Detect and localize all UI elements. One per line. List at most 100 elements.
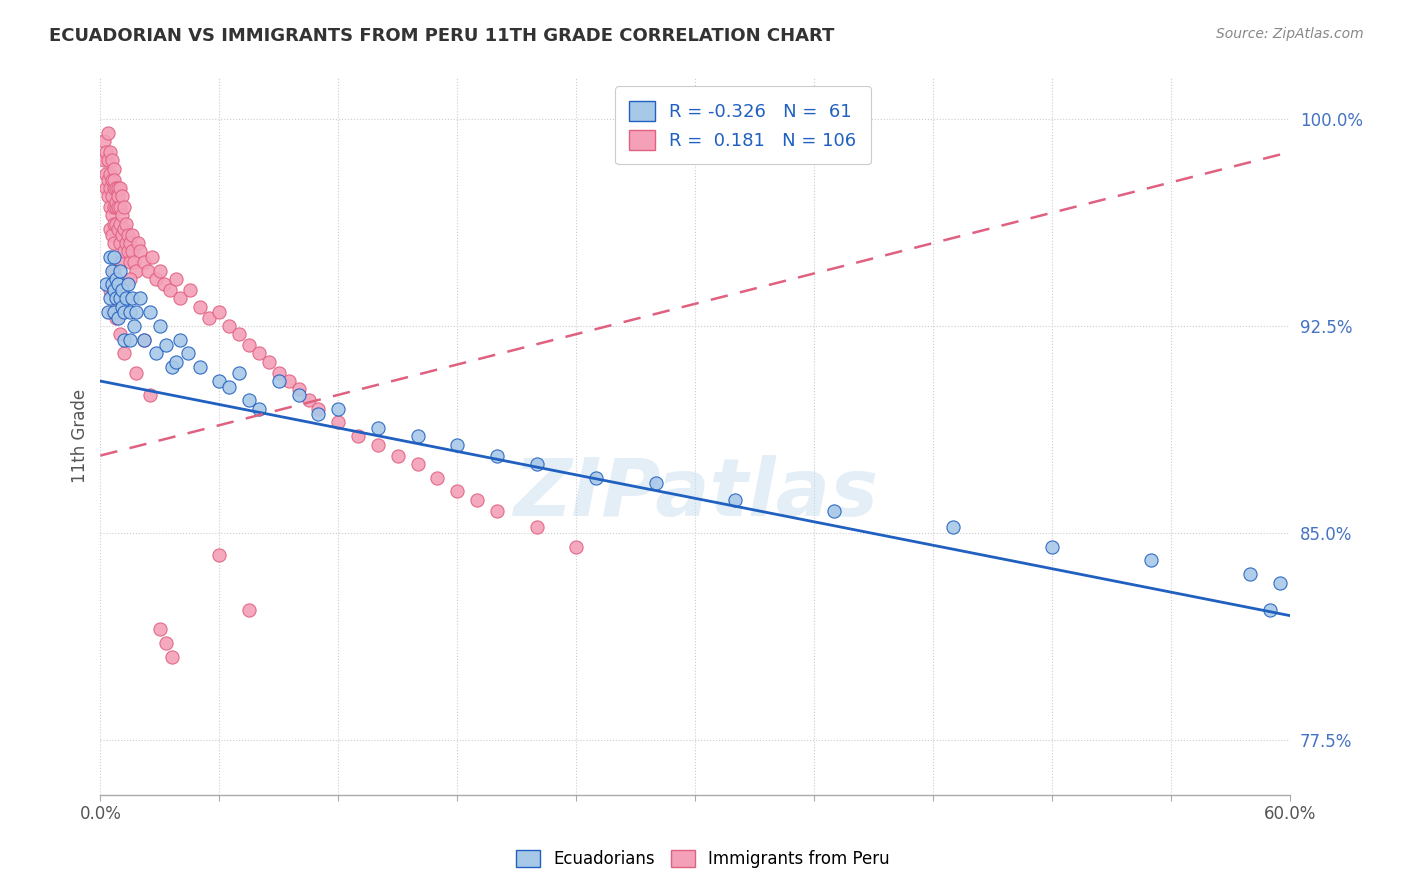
Point — [208, 548, 231, 562]
Point — [724, 492, 747, 507]
Point — [165, 272, 187, 286]
Point — [105, 200, 128, 214]
Legend: R = -0.326   N =  61, R =  0.181   N = 106: R = -0.326 N = 61, R = 0.181 N = 106 — [614, 87, 870, 164]
Point — [125, 366, 148, 380]
Point — [347, 429, 370, 443]
Point — [101, 209, 124, 223]
Point — [120, 272, 142, 286]
Point — [98, 291, 121, 305]
Point — [485, 449, 508, 463]
Point — [406, 429, 429, 443]
Point — [132, 333, 155, 347]
Point — [169, 291, 191, 305]
Point — [179, 283, 201, 297]
Point — [188, 300, 211, 314]
Point — [153, 277, 176, 292]
Point — [367, 437, 389, 451]
Point — [208, 305, 231, 319]
Point — [188, 360, 211, 375]
Point — [108, 181, 131, 195]
Point — [98, 181, 121, 195]
Point — [97, 126, 120, 140]
Point — [98, 200, 121, 214]
Point — [103, 181, 125, 195]
Point — [97, 153, 120, 168]
Point — [120, 235, 142, 250]
Point — [238, 393, 260, 408]
Point — [136, 263, 159, 277]
Point — [176, 346, 198, 360]
Point — [108, 327, 131, 342]
Point — [238, 338, 260, 352]
Point — [107, 200, 129, 214]
Point — [485, 504, 508, 518]
Point — [101, 277, 124, 292]
Point — [1270, 575, 1292, 590]
Legend: Ecuadorians, Immigrants from Peru: Ecuadorians, Immigrants from Peru — [510, 843, 896, 875]
Point — [125, 263, 148, 277]
Point — [145, 272, 167, 286]
Point — [406, 457, 429, 471]
Point — [107, 277, 129, 292]
Point — [247, 346, 270, 360]
Point — [112, 305, 135, 319]
Point — [122, 255, 145, 269]
Point — [107, 222, 129, 236]
Point — [159, 283, 181, 297]
Point — [105, 291, 128, 305]
Point — [238, 603, 260, 617]
Point — [93, 134, 115, 148]
Text: ECUADORIAN VS IMMIGRANTS FROM PERU 11TH GRADE CORRELATION CHART: ECUADORIAN VS IMMIGRANTS FROM PERU 11TH … — [49, 27, 835, 45]
Point — [823, 504, 845, 518]
Point — [112, 244, 135, 259]
Point — [155, 338, 177, 352]
Point — [103, 283, 125, 297]
Point — [228, 366, 250, 380]
Point — [103, 200, 125, 214]
Point — [308, 401, 330, 416]
Point — [446, 437, 468, 451]
Point — [565, 540, 588, 554]
Point — [308, 407, 330, 421]
Point — [160, 360, 183, 375]
Point — [228, 327, 250, 342]
Point — [942, 520, 965, 534]
Point — [97, 189, 120, 203]
Point — [107, 189, 129, 203]
Point — [287, 388, 309, 402]
Point — [112, 200, 135, 214]
Point — [165, 355, 187, 369]
Point — [644, 476, 666, 491]
Point — [96, 277, 118, 292]
Point — [101, 263, 124, 277]
Point — [96, 181, 118, 195]
Point — [328, 416, 350, 430]
Point — [155, 636, 177, 650]
Point — [108, 291, 131, 305]
Point — [139, 305, 162, 319]
Point — [526, 520, 548, 534]
Point — [107, 181, 129, 195]
Point — [585, 470, 607, 484]
Point — [1239, 567, 1261, 582]
Point — [111, 300, 134, 314]
Point — [247, 401, 270, 416]
Point — [121, 291, 143, 305]
Point — [267, 366, 290, 380]
Point — [208, 374, 231, 388]
Point — [98, 222, 121, 236]
Point — [98, 145, 121, 159]
Point — [103, 217, 125, 231]
Point — [121, 244, 143, 259]
Point — [96, 167, 118, 181]
Point — [112, 346, 135, 360]
Point — [97, 172, 120, 186]
Point — [105, 272, 128, 286]
Point — [125, 305, 148, 319]
Point — [120, 255, 142, 269]
Point — [446, 484, 468, 499]
Point — [127, 235, 149, 250]
Point — [101, 227, 124, 242]
Point — [1040, 540, 1063, 554]
Point — [108, 200, 131, 214]
